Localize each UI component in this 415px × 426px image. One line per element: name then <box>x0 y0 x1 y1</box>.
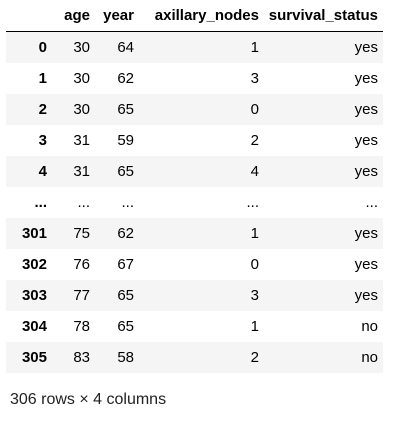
row-index: 305 <box>21 348 47 366</box>
row-index: 1 <box>38 69 47 87</box>
cell-age: 30 <box>73 38 90 56</box>
row-index: 303 <box>21 286 47 304</box>
column-header-age: age <box>52 0 95 32</box>
table-row: 303 77 65 3 yes <box>6 279 383 311</box>
cell-axillary-nodes: 4 <box>250 162 259 180</box>
dataframe-table: age year axillary_nodes survival_status … <box>6 0 383 373</box>
row-index: ... <box>34 193 47 211</box>
table-shape-summary: 306 rows × 4 columns <box>10 391 167 408</box>
cell-survival-status: no <box>361 348 378 366</box>
cell-year: 65 <box>117 162 134 180</box>
row-index: 3 <box>38 131 47 149</box>
table-row: 0 30 64 1 yes <box>6 31 383 63</box>
cell-age: 83 <box>73 348 90 366</box>
row-index: 301 <box>21 224 47 242</box>
cell-axillary-nodes: 2 <box>250 131 259 149</box>
cell-survival-status: yes <box>354 224 378 242</box>
cell-year: 62 <box>117 224 134 242</box>
cell-survival-status: yes <box>354 255 378 273</box>
header-row: age year axillary_nodes survival_status <box>6 0 383 32</box>
cell-year: 64 <box>117 38 134 56</box>
cell-axillary-nodes: 3 <box>250 286 259 304</box>
dataframe-output: age year axillary_nodes survival_status … <box>6 0 386 373</box>
cell-year: 65 <box>117 317 134 335</box>
row-index: 304 <box>21 317 47 335</box>
row-index: 302 <box>21 255 47 273</box>
cell-year: 65 <box>117 286 134 304</box>
cell-axillary-nodes: 0 <box>250 255 259 273</box>
cell-year: 58 <box>117 348 134 366</box>
cell-survival-status: yes <box>354 69 378 87</box>
cell-axillary-nodes: 2 <box>250 348 259 366</box>
table-row: 2 30 65 0 yes <box>6 93 383 125</box>
row-index: 0 <box>38 38 47 56</box>
column-header-survival-status: survival_status <box>264 0 383 32</box>
cell-survival-status: yes <box>354 162 378 180</box>
column-header-axillary-nodes: axillary_nodes <box>139 0 264 32</box>
cell-survival-status: yes <box>354 100 378 118</box>
cell-axillary-nodes: 1 <box>250 38 259 56</box>
row-index: 2 <box>38 100 47 118</box>
ellipsis-row: ... ... ... ... ... <box>6 187 383 218</box>
column-header-year: year <box>95 0 139 32</box>
cell-age: 77 <box>73 286 90 304</box>
table-row: 302 76 67 0 yes <box>6 249 383 280</box>
table-header: age year axillary_nodes survival_status <box>6 0 383 32</box>
cell-year: 67 <box>117 255 134 273</box>
table-row: 305 83 58 2 no <box>6 341 383 373</box>
cell-axillary-nodes: 3 <box>250 69 259 87</box>
cell-survival-status: no <box>361 317 378 335</box>
table-row: 3 31 59 2 yes <box>6 125 383 156</box>
cell-age: 75 <box>73 224 90 242</box>
cell-year: ... <box>121 193 134 211</box>
table-row: 4 31 65 4 yes <box>6 155 383 187</box>
cell-age: 78 <box>73 317 90 335</box>
table-row: 304 78 65 1 no <box>6 311 383 342</box>
cell-axillary-nodes: 1 <box>250 224 259 242</box>
table-body: 0 30 64 1 yes 1 30 62 3 yes 2 30 65 0 ye… <box>6 31 383 373</box>
table-row: 1 30 62 3 yes <box>6 63 383 94</box>
cell-age: 76 <box>73 255 90 273</box>
cell-age: ... <box>77 193 90 211</box>
row-index: 4 <box>38 162 47 180</box>
cell-survival-status: ... <box>365 193 378 211</box>
cell-survival-status: yes <box>354 131 378 149</box>
cell-year: 65 <box>117 100 134 118</box>
cell-year: 59 <box>117 131 134 149</box>
cell-year: 62 <box>117 69 134 87</box>
cell-axillary-nodes: 1 <box>250 317 259 335</box>
cell-survival-status: yes <box>354 38 378 56</box>
index-header <box>6 0 52 32</box>
table-row: 301 75 62 1 yes <box>6 217 383 249</box>
cell-age: 31 <box>73 162 90 180</box>
cell-age: 30 <box>73 100 90 118</box>
cell-age: 31 <box>73 131 90 149</box>
cell-age: 30 <box>73 69 90 87</box>
cell-axillary-nodes: ... <box>246 193 259 211</box>
cell-survival-status: yes <box>354 286 378 304</box>
cell-axillary-nodes: 0 <box>250 100 259 118</box>
